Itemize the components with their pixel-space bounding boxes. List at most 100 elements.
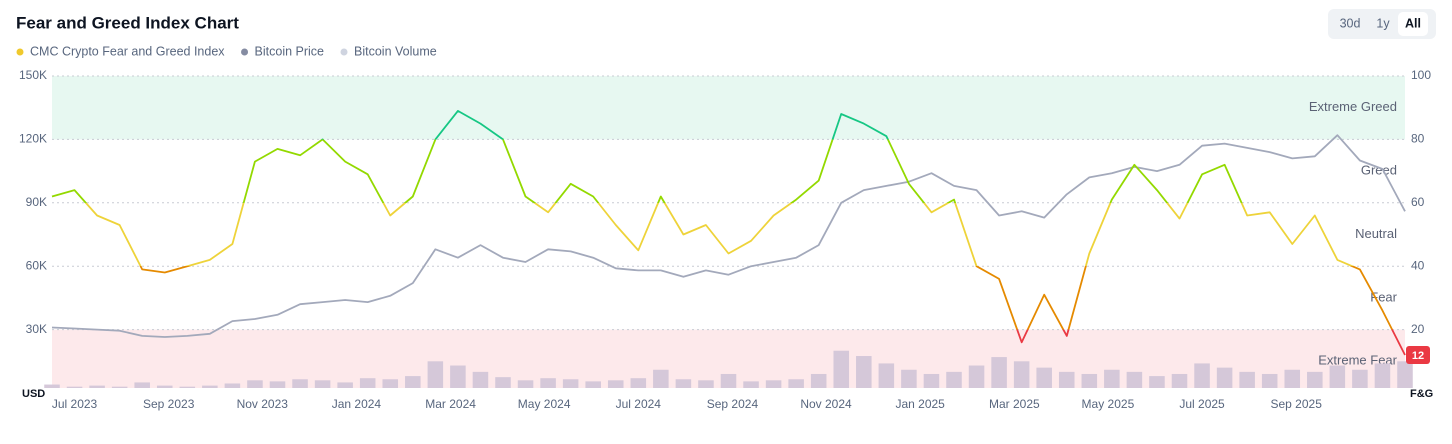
volume-bar	[1081, 373, 1098, 388]
y2-tick-label: 80	[1411, 132, 1425, 146]
y-tick-label: 90K	[26, 195, 47, 209]
volume-bar	[269, 381, 286, 388]
volume-bar	[89, 385, 105, 388]
y-tick-label: 150K	[19, 68, 47, 82]
y-tick-label: 60K	[26, 258, 47, 272]
x-tick-label: May 2025	[1082, 397, 1135, 411]
legend-swatch	[16, 48, 24, 56]
volume-bar	[833, 350, 850, 388]
volume-bar	[1058, 371, 1075, 388]
volume-bar	[653, 369, 669, 388]
volume-bar	[810, 373, 827, 388]
legend-swatch	[340, 48, 348, 56]
volume-bar	[562, 379, 579, 388]
volume-bar	[405, 376, 421, 388]
volume-bar	[202, 385, 218, 388]
x-tick-label: Mar 2025	[989, 397, 1040, 411]
x-tick-label: Sep 2025	[1271, 397, 1323, 411]
x-tick-label: Sep 2023	[143, 397, 195, 411]
volume-bar	[1239, 371, 1255, 388]
volume-bar	[1171, 373, 1188, 388]
range-button[interactable]: All	[1405, 16, 1421, 30]
volume-bar	[224, 383, 241, 388]
volume-bar	[1397, 361, 1413, 388]
x-tick-label: Jan 2025	[895, 397, 945, 411]
volume-bar	[720, 373, 737, 388]
volume-bar	[359, 378, 376, 388]
chart-title: Fear and Greed Index Chart	[16, 13, 239, 32]
volume-bar	[968, 365, 985, 388]
last-value-badge	[1406, 345, 1430, 364]
volume-bar	[517, 380, 534, 388]
volume-bar	[1261, 373, 1278, 388]
legend-label: Bitcoin Volume	[354, 44, 437, 58]
volume-bar	[44, 384, 60, 388]
x-tick-label: Nov 2023	[237, 397, 289, 411]
volume-bar	[292, 379, 308, 388]
volume-bar	[540, 378, 556, 388]
zone-label: Extreme Greed	[1309, 99, 1397, 114]
volume-bar	[134, 382, 150, 388]
legend-label: Bitcoin Price	[255, 44, 325, 58]
zone-label: Greed	[1361, 163, 1397, 178]
volume-bar	[179, 386, 196, 388]
last-value-label: 12	[1412, 350, 1424, 362]
y2-tick-label: 60	[1411, 195, 1425, 209]
y-axis-label: USD	[22, 388, 45, 400]
volume-bar	[585, 381, 601, 388]
range-button[interactable]: 30d	[1340, 16, 1361, 30]
x-tick-label: Sep 2024	[707, 397, 759, 411]
volume-bar	[901, 369, 917, 388]
legend-swatch	[241, 48, 249, 56]
volume-bar	[698, 380, 714, 388]
x-tick-label: Mar 2024	[425, 397, 476, 411]
volume-bar	[1036, 367, 1052, 388]
series-line	[51, 110, 1406, 356]
x-tick-label: May 2024	[518, 397, 571, 411]
x-tick-label: Jul 2025	[1179, 397, 1225, 411]
volume-bar	[878, 363, 895, 388]
volume-bar	[472, 371, 489, 388]
range-button[interactable]: 1y	[1376, 16, 1390, 30]
volume-bar	[1329, 365, 1346, 388]
volume-bar	[1194, 363, 1210, 388]
y2-tick-label: 100	[1411, 68, 1431, 82]
volume-bar	[1126, 371, 1143, 388]
volume-bar	[314, 380, 331, 388]
x-tick-label: Jan 2024	[332, 397, 382, 411]
volume-bar	[1149, 376, 1165, 388]
volume-bar	[1307, 371, 1323, 388]
x-tick-label: Jul 2023	[52, 397, 98, 411]
volume-bar	[946, 371, 962, 388]
volume-bar	[382, 379, 399, 388]
volume-bar	[66, 386, 83, 388]
y2-tick-label: 20	[1411, 322, 1425, 336]
volume-bar	[675, 379, 692, 388]
volume-bar	[450, 365, 466, 388]
volume-bar	[765, 380, 782, 388]
y2-axis-label: F&G	[1410, 388, 1433, 400]
volume-bar	[1352, 369, 1368, 388]
volume-bar	[427, 361, 444, 388]
zone-label: Neutral	[1355, 226, 1397, 241]
volume-bar	[630, 378, 647, 388]
legend-label: CMC Crypto Fear and Greed Index	[30, 44, 225, 58]
volume-bar	[1284, 369, 1301, 388]
volume-bar	[1104, 369, 1120, 388]
x-tick-label: Jul 2024	[616, 397, 662, 411]
volume-bar	[1374, 363, 1391, 388]
series-line	[51, 134, 1406, 338]
volume-bar	[788, 379, 804, 388]
volume-bar	[337, 382, 353, 388]
volume-bar	[1013, 361, 1030, 388]
y2-tick-label: 40	[1411, 258, 1425, 272]
volume-bar	[856, 356, 872, 388]
volume-bar	[111, 386, 128, 388]
volume-bar	[156, 385, 173, 388]
y-tick-label: 30K	[26, 322, 47, 336]
x-tick-label: Nov 2024	[800, 397, 852, 411]
volume-bar	[247, 380, 263, 388]
range-button-active	[1398, 12, 1428, 36]
y-tick-label: 120K	[19, 132, 47, 146]
